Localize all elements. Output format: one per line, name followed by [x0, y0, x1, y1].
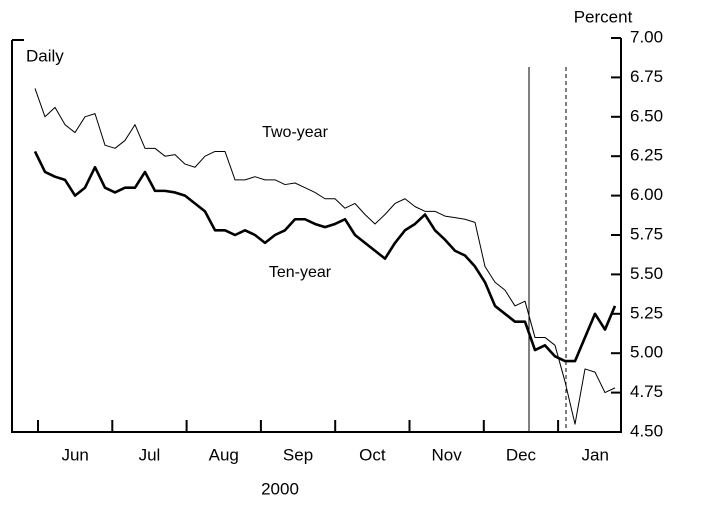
y-tick-label: 6.50	[630, 106, 663, 125]
x-tick-label: Jul	[139, 445, 161, 464]
x-tick-label: Nov	[432, 445, 463, 464]
x-tick-label: Jun	[61, 445, 88, 464]
series-label: Ten-year	[269, 264, 332, 281]
y-tick-label: 6.75	[630, 67, 663, 86]
line	[34, 88, 616, 425]
y-tick-label: 7.00	[630, 27, 663, 46]
axes	[11, 38, 622, 433]
x-tick-label: Jan	[582, 445, 609, 464]
x-axis-label: 2000	[261, 479, 299, 498]
y-tick-label: 5.00	[630, 343, 663, 362]
y-tick-label: 6.00	[630, 185, 663, 204]
y-tick-label: 4.75	[630, 382, 663, 401]
chart-subtitle: Daily	[26, 46, 64, 65]
y-tick-label: 5.25	[630, 303, 663, 322]
line	[33, 150, 617, 363]
y-axis-label: Percent	[574, 7, 633, 26]
y-tick-label: 6.25	[630, 146, 663, 165]
y-tick-label: 5.50	[630, 264, 663, 283]
series-label: Two-year	[262, 124, 328, 141]
x-tick-label: Sep	[283, 445, 313, 464]
x-tick-label: Dec	[506, 445, 537, 464]
y-tick-label: 4.50	[630, 421, 663, 440]
y-tick-label: 5.75	[630, 224, 663, 243]
x-tick-label: Aug	[209, 445, 239, 464]
x-tick-label: Oct	[359, 445, 386, 464]
